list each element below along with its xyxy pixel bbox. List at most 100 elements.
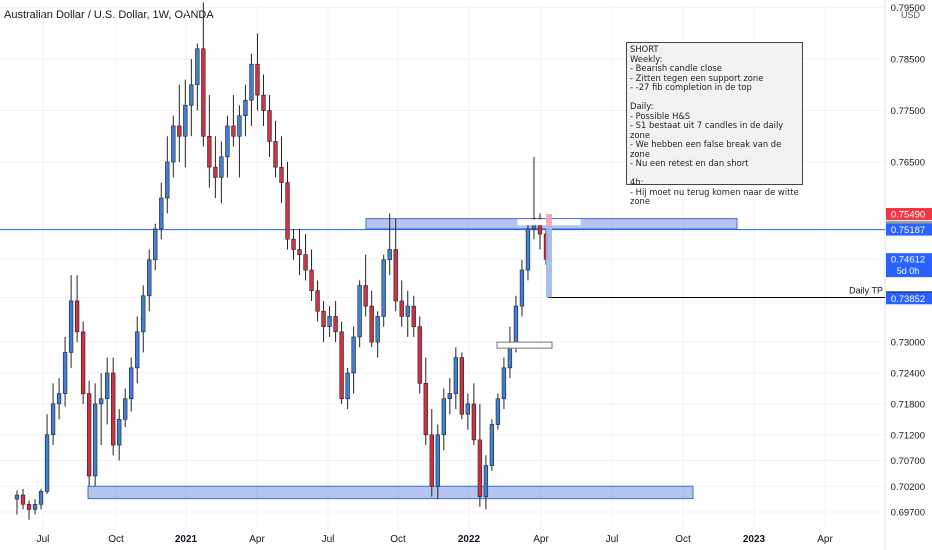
candle-body [32,503,38,510]
candle-body [315,290,320,312]
candle-body [513,305,519,343]
candle-body [105,372,110,400]
candle-body [387,249,392,261]
candle-body [405,305,410,317]
x-tick-label: 2022 [458,534,481,545]
candle-body [303,254,308,271]
candle-body [375,316,380,343]
candle-body [26,503,32,510]
x-tick-label: Jul [322,534,335,545]
candle-body [393,249,398,302]
candle-body [189,84,194,106]
candle-body [62,352,68,394]
x-tick-label: Apr [249,534,265,545]
candle-body [465,403,471,415]
candle-body [291,238,296,250]
y-tick-label: 0.70700 [891,456,925,467]
daily-tp-label: Daily TP [849,285,883,295]
candle-body [453,357,458,394]
price-label-text: 0.75490 [891,209,925,220]
candle-body [363,285,368,307]
price-label-box [886,207,932,220]
candle-body [255,63,260,96]
candle-body [441,398,446,436]
candle-body [177,125,182,137]
price-label-box [886,292,932,305]
candle-body [261,94,266,111]
candle-body [147,259,152,297]
x-tick-label: Jul [37,534,50,545]
candle-body [14,494,20,500]
candle-body [123,398,128,420]
x-tick-label: 2023 [743,534,766,545]
candle-body [345,372,350,400]
x-tick-label: Apr [817,534,833,545]
candle-body [183,105,188,137]
price-label-text: 0.74612 [891,255,925,266]
candle-body [129,367,134,400]
candle-body [369,305,374,343]
x-tick-label: Jul [606,534,619,545]
price-label-text: 0.75187 [891,225,925,236]
y-tick-label: 0.77500 [891,106,925,117]
candle-body [38,491,44,505]
x-tick-label: 2021 [175,534,198,545]
candle-body [195,48,200,86]
candle-body [285,182,290,240]
y-tick-label: 0.73000 [891,338,925,349]
y-tick-label: 0.70200 [891,482,925,493]
candle-body [165,161,170,199]
white-target-zone [496,341,553,349]
candle-body [111,372,116,446]
candle-body [399,300,404,317]
candle-body [411,305,416,327]
candle-body [381,259,386,317]
candle-body [357,285,362,338]
stop-loss-marker [546,213,552,227]
y-tick-label: 0.69700 [891,507,925,518]
candle-body [98,398,104,405]
x-tick-label: Oct [108,534,124,545]
candle-body [135,331,140,369]
candle-body [44,434,50,492]
candle-body [327,316,332,327]
candle-body [219,156,224,178]
candle-body [537,218,543,235]
candle-body [333,316,338,333]
candle-body [297,249,302,255]
y-tick-label: 0.76500 [891,157,925,168]
candle-body [273,141,278,168]
candle-body [321,310,326,327]
countdown-label: 5d 0h [897,266,920,276]
candle-body [56,393,62,405]
price-label-box [886,253,932,278]
currency-label: USD [900,10,920,20]
candle-body [525,228,531,271]
candle-body [471,403,477,441]
candle-body [213,166,218,178]
candle-body [435,434,440,487]
price-label-box [886,223,932,236]
candle-body [309,269,314,291]
chart-title: Australian Dollar / U.S. Dollar, 1W, OAN… [4,9,214,21]
candle-body [495,398,501,425]
candle-body [159,197,164,230]
candle-body [225,125,230,158]
candle-body [267,110,272,142]
candle-body [243,99,248,116]
candle-body [50,403,56,436]
y-tick-label: 0.72400 [891,369,925,380]
candle-body [339,331,344,400]
candle-body [20,494,26,505]
candle-body [68,300,74,353]
candle-body [483,465,489,497]
candle-body [477,439,483,497]
candle-body [447,393,452,400]
candle-body [207,135,212,168]
y-tick-label: 0.71200 [891,430,925,441]
candle-body [429,434,434,487]
price-label-text: 0.73852 [891,294,925,305]
candle-body [237,115,242,137]
candle-body [459,357,465,415]
x-tick-label: Oct [675,534,691,545]
